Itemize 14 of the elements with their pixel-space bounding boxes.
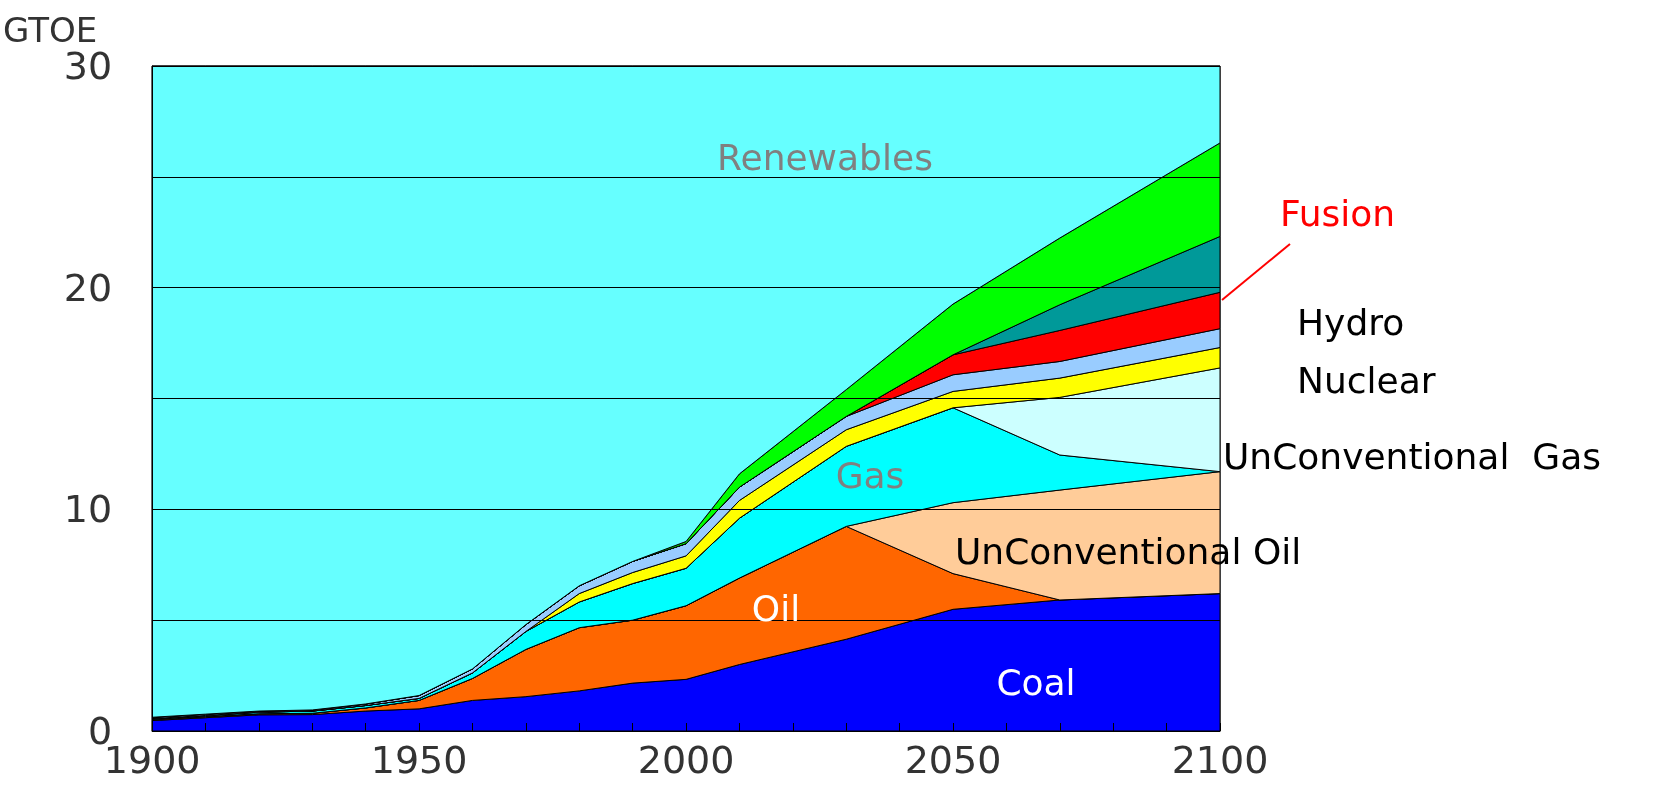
x-tick-label: 2100 [1171, 738, 1269, 782]
series-label: UnConventional Gas [1223, 435, 1602, 477]
series-label: Renewables [717, 136, 933, 178]
y-tick-label: 10 [63, 487, 113, 532]
y-tick-label: 20 [63, 265, 113, 310]
text: Nuclear [1297, 359, 1436, 401]
text: Fusion [1280, 192, 1396, 234]
x-tick-label: 1950 [370, 738, 468, 782]
x-tick-label: 2050 [904, 738, 1002, 782]
series-label: Coal [996, 661, 1076, 703]
x-tick-label: 2000 [637, 738, 735, 782]
series-label: Oil [751, 587, 801, 629]
series-label: Gas [835, 454, 905, 496]
text: Hydro [1297, 301, 1405, 343]
